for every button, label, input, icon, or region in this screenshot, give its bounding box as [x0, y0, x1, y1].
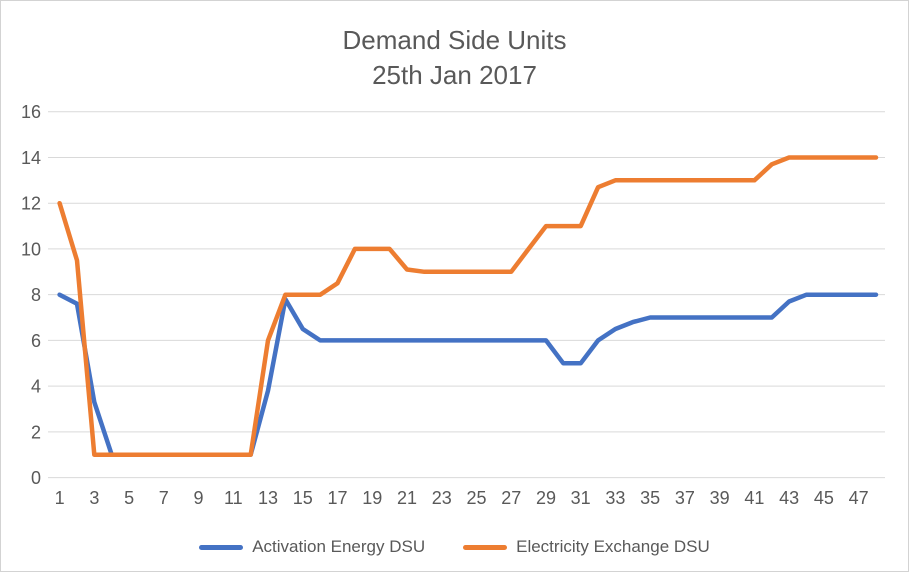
series-line-electricity-exchange-dsu [57, 155, 879, 457]
y-axis-tick-label: 8 [31, 285, 41, 305]
x-axis-tick-label: 37 [675, 488, 695, 508]
x-axis-tick-label: 41 [744, 488, 764, 508]
legend-swatch-electricity-exchange-dsu [463, 544, 508, 550]
x-axis-tick-label: 5 [124, 488, 134, 508]
y-axis-tick-label: 2 [31, 422, 41, 442]
legend-swatch-activation-energy-dsu [199, 544, 244, 550]
legend-item-electricity-exchange-dsu: Electricity Exchange DSU [463, 537, 710, 557]
y-axis-tick-label: 12 [21, 194, 41, 214]
y-axis-tick-label: 0 [31, 468, 41, 488]
y-axis-tick-label: 10 [21, 239, 41, 259]
x-axis-tick-label: 47 [849, 488, 869, 508]
y-axis-tick-label: 4 [31, 377, 41, 397]
legend-label-electricity-exchange-dsu: Electricity Exchange DSU [516, 537, 710, 556]
legend-item-activation-energy-dsu: Activation Energy DSU [199, 537, 425, 557]
y-axis-tick-label: 14 [21, 148, 41, 168]
y-axis-tick-label: 16 [21, 102, 41, 122]
x-axis-tick-label: 21 [397, 488, 417, 508]
x-axis-tick-label: 31 [571, 488, 591, 508]
x-axis-tick-label: 13 [258, 488, 278, 508]
y-axis-tick-label: 6 [31, 331, 41, 351]
x-axis-tick-label: 45 [814, 488, 834, 508]
x-axis-tick-label: 29 [536, 488, 556, 508]
x-axis-tick-label: 23 [432, 488, 452, 508]
x-axis-tick-label: 15 [293, 488, 313, 508]
x-axis-tick-label: 3 [89, 488, 99, 508]
x-axis-tick-label: 39 [710, 488, 730, 508]
x-axis-tick-label: 27 [501, 488, 521, 508]
x-axis-tick-label: 25 [466, 488, 486, 508]
x-axis-tick-label: 1 [55, 488, 65, 508]
legend-label-activation-energy-dsu: Activation Energy DSU [252, 537, 426, 556]
x-axis-tick-label: 11 [224, 488, 243, 508]
x-axis-tick-label: 9 [194, 488, 204, 508]
series-line-activation-energy-dsu [57, 292, 879, 457]
x-axis-tick-label: 19 [362, 488, 382, 508]
x-axis-tick-label: 43 [779, 488, 799, 508]
chart-legend: Activation Energy DSU Electricity Exchan… [1, 537, 908, 557]
x-axis-tick-label: 7 [159, 488, 169, 508]
x-axis-tick-label: 35 [640, 488, 660, 508]
x-axis-tick-label: 17 [328, 488, 348, 508]
x-axis-tick-label: 33 [605, 488, 625, 508]
